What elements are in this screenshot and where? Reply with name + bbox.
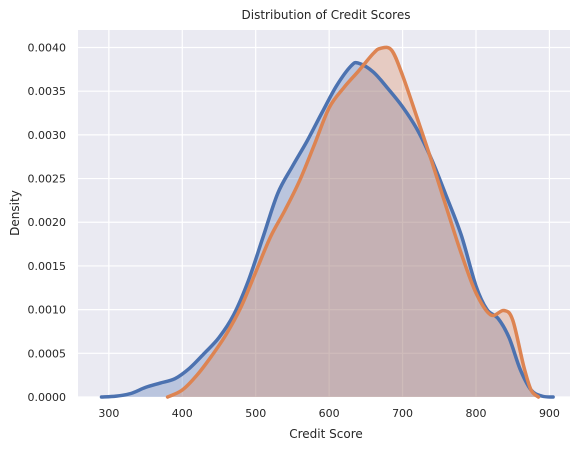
- x-tick-label: 600: [319, 407, 340, 420]
- y-tick-label: 0.0040: [28, 41, 67, 54]
- x-axis-label: Credit Score: [289, 427, 363, 441]
- density-line-series-2: [165, 45, 541, 399]
- y-tick-label: 0.0010: [28, 304, 67, 317]
- y-axis-label: Density: [8, 190, 22, 236]
- x-tick-label: 400: [172, 407, 193, 420]
- y-tick-label: 0.0025: [28, 173, 67, 186]
- density-fill-series-2: [167, 47, 539, 397]
- y-tick-label: 0.0005: [28, 347, 67, 360]
- y-tick-label: 0.0030: [28, 129, 67, 142]
- density-areas: [99, 45, 555, 399]
- x-tick-label: 700: [392, 407, 413, 420]
- y-axis-ticks: 0.0000 0.0005 0.0010 0.0015 0.0020 0.0025 0.00…: [28, 41, 67, 404]
- x-tick-label: 900: [539, 407, 560, 420]
- y-tick-label: 0.0015: [28, 260, 67, 273]
- x-tick-label: 300: [98, 407, 119, 420]
- y-tick-label: 0.0020: [28, 216, 67, 229]
- y-tick-label: 0.0035: [28, 85, 67, 98]
- x-axis-ticks: 300 400 500 600 700 800 900: [98, 407, 560, 420]
- x-tick-label: 800: [466, 407, 487, 420]
- density-fill-series-1: [101, 62, 554, 397]
- chart-title: Distribution of Credit Scores: [242, 8, 411, 22]
- x-tick-label: 500: [245, 407, 266, 420]
- y-tick-label: 0.0000: [28, 391, 67, 404]
